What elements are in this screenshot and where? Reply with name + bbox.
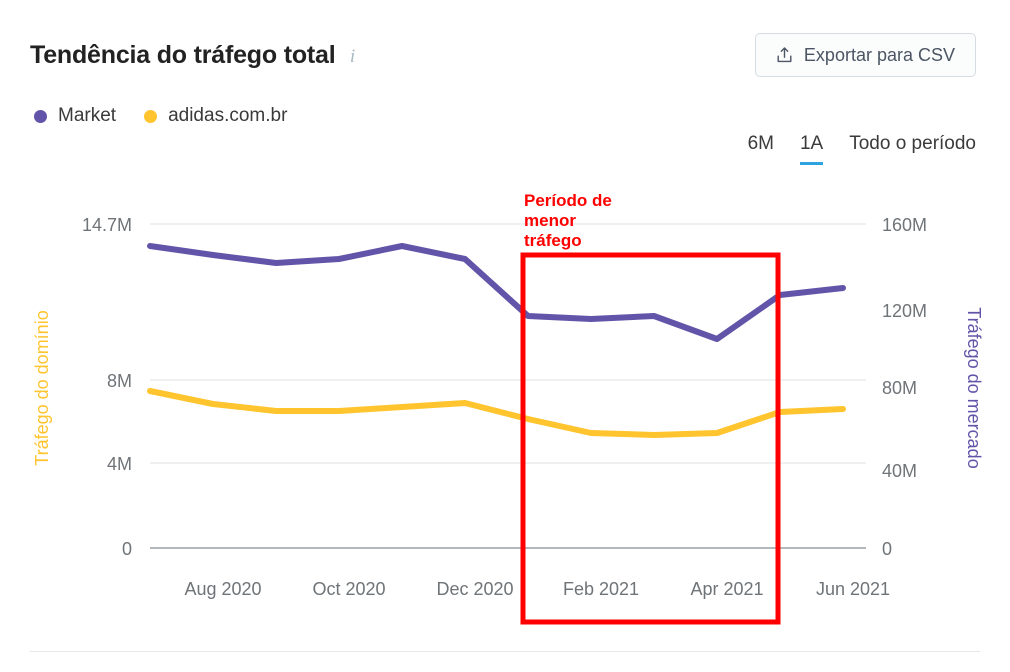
annotation-line-2: tráfego — [524, 231, 582, 250]
export-csv-label: Exportar para CSV — [803, 44, 955, 65]
range-tab-6m[interactable]: 6M — [747, 133, 774, 154]
legend-label-market: Market — [58, 105, 117, 126]
x-tick-1: Oct 2020 — [312, 579, 385, 599]
range-tab-all[interactable]: Todo o período — [849, 133, 976, 154]
right-axis-ticks: 160M 120M 80M 40M 0 — [882, 215, 927, 559]
highlight-region-box — [520, 252, 781, 625]
x-tick-2: Dec 2020 — [436, 579, 513, 599]
right-tick-1: 120M — [882, 301, 927, 321]
x-tick-0: Aug 2020 — [184, 579, 261, 599]
left-tick-3: 0 — [122, 539, 132, 559]
card-header: Tendência do tráfego total i Exportar pa… — [30, 32, 976, 78]
legend-item-market[interactable]: Market — [34, 105, 116, 127]
date-range-tabs: 6M 1A Todo o período — [748, 133, 976, 165]
legend-dot-market — [34, 109, 47, 123]
range-tab-1a[interactable]: 1A — [799, 133, 824, 165]
chart-legend: Market adidas.com.br — [34, 105, 287, 127]
legend-item-domain[interactable]: adidas.com.br — [144, 105, 287, 127]
annotation-line-0: Período de — [524, 191, 612, 210]
right-tick-0: 160M — [882, 215, 927, 235]
page-title: Tendência do tráfego total — [30, 40, 336, 69]
card-footer-divider — [30, 651, 980, 652]
right-tick-2: 80M — [882, 378, 917, 398]
x-tick-5: Jun 2021 — [816, 579, 890, 599]
legend-dot-domain — [144, 109, 158, 123]
chart-gridlines — [150, 223, 866, 464]
legend-label-domain: adidas.com.br — [168, 105, 288, 126]
series-line-domain — [147, 388, 846, 438]
right-tick-4: 0 — [882, 539, 892, 559]
export-csv-button[interactable]: Exportar para CSV — [754, 33, 976, 77]
title-group: Tendência do tráfego total i — [30, 41, 360, 70]
left-tick-1: 8M — [107, 371, 132, 391]
series-line-market — [147, 243, 846, 342]
left-axis-ticks: 14.7M 8M 4M 0 — [82, 215, 132, 559]
highlight-region-label: Período de menor tráfego — [524, 191, 612, 250]
left-axis-title: Tráfego do domínio — [32, 310, 52, 465]
annotation-line-1: menor — [524, 211, 576, 230]
x-tick-4: Apr 2021 — [690, 579, 763, 599]
left-tick-0: 14.7M — [82, 215, 132, 235]
x-tick-3: Feb 2021 — [563, 579, 639, 599]
x-axis-ticks: Aug 2020 Oct 2020 Dec 2020 Feb 2021 Apr … — [184, 579, 890, 599]
right-axis-title: Tráfego do mercado — [964, 307, 984, 468]
upload-icon — [776, 46, 793, 64]
right-tick-3: 40M — [882, 461, 917, 481]
left-tick-2: 4M — [107, 454, 132, 474]
info-icon[interactable]: i — [349, 46, 356, 67]
